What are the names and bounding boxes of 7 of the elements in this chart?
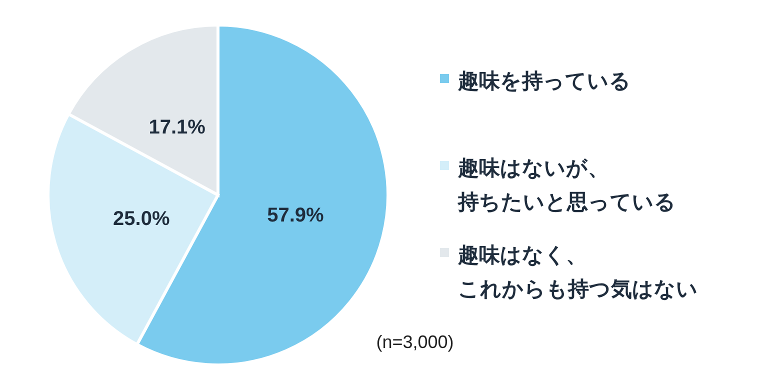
text: (n=3,000) xyxy=(376,332,454,352)
data-label: 57.9% xyxy=(267,204,324,227)
legend-label: 趣味を持っている xyxy=(457,70,631,93)
legend-label: 趣味はないが、持ちたいと思っている xyxy=(457,157,676,214)
data-label: 25.0% xyxy=(113,208,170,230)
legend-label: 趣味はなく、これからも持つ気はない xyxy=(457,244,698,301)
data-label: 17.1% xyxy=(148,116,206,138)
